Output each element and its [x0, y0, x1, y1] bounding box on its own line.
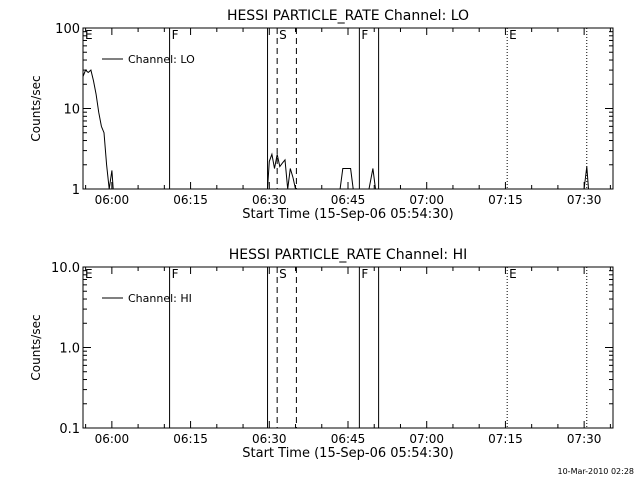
x-tick-label: 06:00 — [95, 193, 130, 207]
x-tick-label: 06:15 — [173, 432, 208, 446]
x-tick-label: 07:15 — [488, 193, 523, 207]
x-tick-label: 07:30 — [567, 193, 602, 207]
series-line — [368, 168, 376, 190]
y-tick-label: 1 — [72, 183, 80, 198]
x-tick-label: 06:30 — [252, 432, 287, 446]
series-line — [339, 168, 354, 190]
charts: HESSI PARTICLE_RATE Channel: LO 06:00 06:1… — [29, 8, 614, 461]
chart-title: HESSI PARTICLE_RATE Channel: HI — [229, 247, 467, 263]
x-axis-label: Start Time (15-Sep-06 05:54:30) — [242, 446, 453, 461]
x-axis-label: Start Time (15-Sep-06 05:54:30) — [242, 207, 453, 222]
series-line — [583, 166, 589, 190]
y-tick-label: 10 — [63, 103, 80, 118]
marker-label: F — [361, 28, 368, 42]
x-tick-label: 07:30 — [567, 432, 602, 446]
y-axis-label: Counts/sec — [29, 75, 43, 141]
chart-2: HESSI PARTICLE_RATE Channel: HI 06:00 06:1… — [29, 247, 614, 461]
marker-label: E — [85, 28, 93, 42]
marker-label: F — [361, 267, 368, 281]
legend-label: Channel: HI — [128, 292, 192, 305]
x-tick-label: 06:45 — [331, 193, 366, 207]
x-tick-label: 07:00 — [409, 432, 444, 446]
chart-1: HESSI PARTICLE_RATE Channel: LO 06:00 06:1… — [29, 8, 614, 222]
marker-label: S — [279, 267, 287, 281]
marker-label: E — [509, 28, 517, 42]
y-tick-label: 10.0 — [51, 261, 80, 276]
x-tick-label: 07:00 — [409, 193, 444, 207]
marker-label: E — [509, 267, 517, 281]
marker-label: E — [85, 267, 93, 281]
x-tick-label: 06:00 — [95, 432, 130, 446]
y-tick-label: 100 — [55, 22, 80, 37]
series-line — [82, 69, 114, 190]
marker-label: S — [279, 28, 287, 42]
x-tick-label: 06:30 — [252, 193, 287, 207]
marker-label: F — [172, 28, 179, 42]
chart-title: HESSI PARTICLE_RATE Channel: LO — [227, 8, 469, 24]
series-line — [267, 152, 296, 190]
y-tick-label: 1.0 — [59, 342, 80, 357]
y-tick-label: 0.1 — [59, 422, 80, 437]
marker-label: F — [172, 267, 179, 281]
x-tick-label: 07:15 — [488, 432, 523, 446]
x-tick-label: 06:45 — [331, 432, 366, 446]
x-tick-label: 06:15 — [173, 193, 208, 207]
y-axis-label: Counts/sec — [29, 314, 43, 380]
legend-label: Channel: LO — [128, 53, 195, 66]
footer-timestamp: 10-Mar-2010 02:28 — [558, 467, 635, 476]
